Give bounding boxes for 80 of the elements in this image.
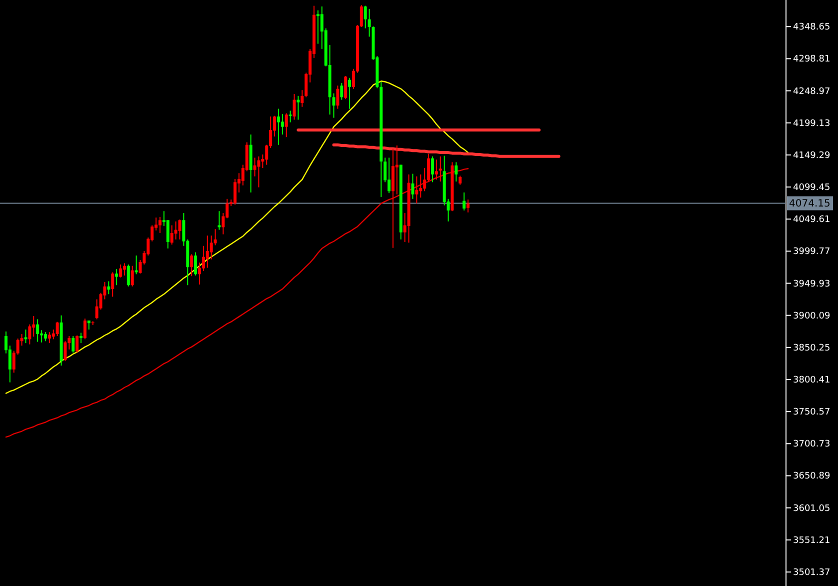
candlestick: [134, 255, 138, 275]
candlestick: [56, 321, 59, 336]
candlestick: [206, 235, 209, 268]
candlestick: [122, 262, 126, 276]
y-tick-label: 3949.93: [793, 279, 830, 290]
y-tick-label: 4298.81: [793, 54, 830, 65]
candlestick: [210, 235, 213, 260]
y-tick-label: 3750.57: [793, 408, 830, 418]
candlestick: [130, 265, 134, 287]
candlestick: [340, 82, 344, 100]
candlestick: [257, 156, 260, 188]
y-tick-label: 4248.97: [793, 86, 830, 97]
candlestick: [174, 220, 178, 240]
y-tick-label: 3900.09: [793, 311, 830, 322]
y-tick-label: 3850.25: [793, 343, 830, 354]
candlestick: [280, 113, 284, 136]
y-tick-label: 3551.21: [793, 536, 830, 546]
candlestick: [83, 318, 86, 340]
candlestick: [28, 324, 32, 345]
candlestick: [178, 218, 182, 240]
candlestick: [158, 216, 162, 234]
candlestick: [111, 272, 114, 298]
candlestick: [284, 112, 288, 138]
candlestick: [202, 245, 205, 272]
line-series: [332, 143, 560, 158]
candlestick: [296, 95, 300, 120]
candlestick: [276, 108, 280, 146]
ref-line-label: 4074.15: [789, 198, 830, 210]
candlestick: [336, 85, 340, 110]
y-tick-label: 4199.13: [793, 118, 830, 129]
candlestick: [332, 92, 336, 118]
candlestick: [72, 335, 75, 354]
candlestick: [87, 320, 90, 330]
y-tick-label: 4348.65: [793, 22, 830, 33]
candlestick: [415, 176, 418, 204]
y-tick-label: 4099.45: [793, 183, 830, 194]
y-tick-label: 3700.73: [793, 440, 830, 450]
y-tick-label: 3800.41: [793, 376, 830, 386]
candlestick: [107, 280, 110, 295]
candlestick: [438, 156, 442, 182]
candlestick: [462, 192, 466, 211]
candlestick: [395, 144, 398, 195]
candlestick: [166, 220, 170, 249]
candlestick: [344, 75, 348, 100]
candlestick: [316, 10, 320, 44]
y-tick-label: 3650.89: [793, 472, 830, 482]
candlestick: [368, 8, 371, 38]
y-tick-label: 3999.77: [793, 247, 830, 258]
candlestick: [48, 332, 51, 344]
candlestick: [292, 93, 296, 120]
candlestick: [170, 224, 174, 246]
candlestick: [234, 178, 237, 206]
candlestick: [430, 156, 434, 183]
candlestick: [388, 157, 391, 194]
candlestick: [190, 254, 194, 277]
candlestick: [36, 318, 40, 342]
candlestick: [194, 252, 198, 276]
candlestick: [115, 268, 118, 286]
candlestick: [44, 332, 47, 342]
candlestick: [64, 340, 67, 362]
candlestick: [348, 77, 352, 110]
y-tick-label: 4149.29: [793, 150, 830, 161]
candlestick: [466, 199, 470, 213]
candlestick: [419, 174, 422, 198]
line-series: [5, 80, 469, 394]
y-tick-label: 4049.61: [793, 215, 830, 226]
candlestick: [126, 264, 130, 287]
candlestick: [288, 110, 292, 123]
y-tick-label: 3601.05: [793, 504, 830, 514]
candlestick: [454, 162, 458, 182]
candlestick: [32, 316, 36, 338]
candlestick: [411, 173, 414, 200]
candlestick: [458, 175, 462, 186]
candlestick: [119, 264, 122, 278]
candlestick: [80, 332, 83, 344]
candlestick: [300, 90, 304, 108]
candlestick: [76, 334, 79, 354]
candlestick: [434, 159, 438, 180]
candlestick: [364, 5, 367, 29]
y-tick-label: 3501.37: [793, 568, 830, 578]
